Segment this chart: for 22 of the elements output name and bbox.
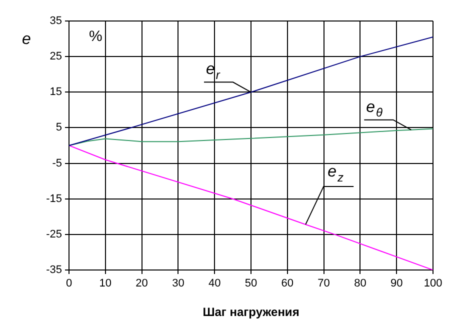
x-tick-label: 90	[390, 278, 403, 290]
x-tick-label: 100	[424, 278, 442, 290]
annotation: %	[89, 28, 102, 45]
x-tick-label: 20	[136, 278, 148, 290]
y-tick-label: 15	[50, 86, 62, 98]
x-tick-label: 50	[244, 278, 258, 290]
x-tick-label: 70	[318, 278, 330, 290]
x-tick-label: 60	[281, 278, 294, 290]
y-tick-label: -15	[46, 192, 62, 205]
y-tick-label: -5	[52, 157, 62, 170]
x-tick-label: 0	[66, 278, 72, 290]
y-tick-label: 5	[56, 122, 62, 134]
x-tick-label: 10	[99, 278, 112, 290]
x-tick-label: 30	[172, 278, 184, 290]
y-tick-label: -35	[46, 264, 62, 276]
y-tick-label: 25	[50, 50, 62, 63]
x-tick-label: 80	[354, 278, 366, 290]
x-axis-title: Шаг нагружения	[202, 305, 300, 320]
x-tick-label: 40	[208, 278, 221, 290]
y-tick-label: 35	[50, 15, 62, 28]
y-axis-title: e	[22, 31, 31, 48]
y-tick-label: -25	[46, 228, 62, 240]
